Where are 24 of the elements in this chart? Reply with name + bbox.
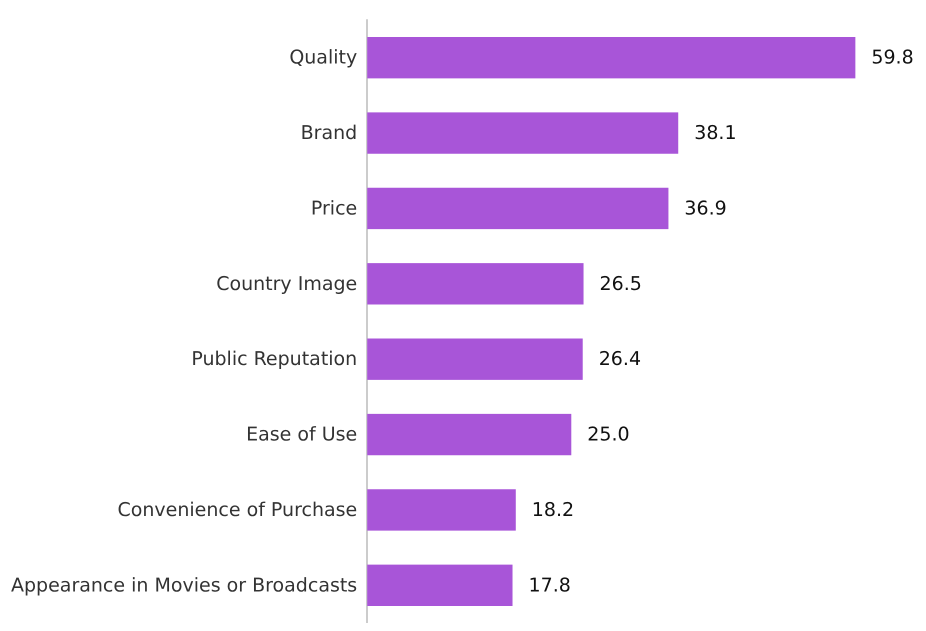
- data-label: 18.2: [532, 498, 574, 521]
- y-tick-label: Appearance in Movies or Broadcasts: [10, 574, 358, 596]
- y-tick-label: Ease of Use: [246, 424, 358, 446]
- bar: [367, 338, 583, 380]
- bar: [367, 112, 678, 154]
- y-tick-label: Convenience of Purchase: [117, 498, 358, 521]
- y-tick-label: Public Reputation: [191, 348, 358, 370]
- bar: [367, 564, 513, 606]
- data-label: 17.8: [528, 574, 571, 596]
- bar: [367, 36, 856, 78]
- data-label: 25.0: [587, 424, 630, 446]
- bar: [367, 414, 572, 456]
- data-label: 38.1: [694, 122, 737, 144]
- data-label: 26.5: [600, 272, 642, 295]
- y-tick-label: Country Image: [216, 272, 358, 295]
- bar: [367, 263, 584, 305]
- data-label: 36.9: [684, 197, 727, 220]
- bar: [367, 489, 516, 531]
- y-tick-label: Price: [310, 197, 358, 220]
- y-tick-label: Brand: [300, 122, 358, 144]
- bar: [367, 188, 668, 230]
- y-tick-label: Quality: [289, 46, 358, 69]
- data-label: 59.8: [871, 46, 914, 69]
- data-label: 26.4: [598, 348, 642, 370]
